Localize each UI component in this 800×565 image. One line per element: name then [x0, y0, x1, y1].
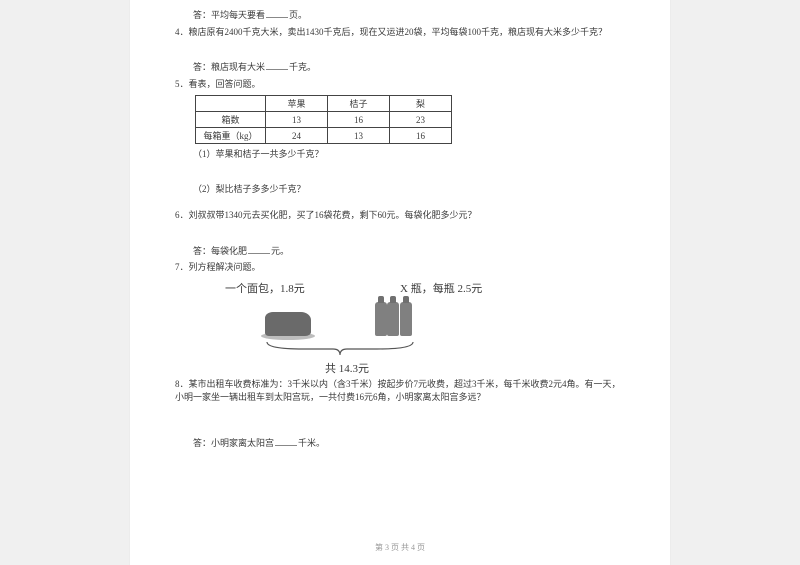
brace-icon: [265, 340, 415, 358]
q7-num: 7．: [175, 262, 189, 272]
q7-diagram: 一个面包，1.8元 X 瓶，每瓶 2.5元 共 14.3元: [195, 278, 545, 378]
total-label: 共 14.3元: [325, 360, 369, 376]
q4-answer-prefix: 答：粮店现有大米: [193, 62, 265, 72]
q3-unit: 页。: [289, 10, 307, 20]
q7-text: 列方程解决问题。: [189, 262, 261, 272]
q3-answer-line: 答：平均每天要看 页。: [175, 8, 625, 23]
bread-label: 一个面包，1.8元: [225, 280, 305, 296]
q6-num: 6．: [175, 210, 189, 220]
q6-answer-line: 答：每袋化肥 元。: [175, 244, 625, 259]
table-row: 每箱重（kg） 24 13 16: [196, 128, 452, 144]
q8-answer-prefix: 答：小明家离太阳宫: [193, 438, 274, 448]
table-row: 箱数 13 16 23: [196, 112, 452, 128]
table-cell: 23: [390, 112, 452, 128]
q8-unit: 千米。: [298, 438, 325, 448]
table-header: 梨: [390, 96, 452, 112]
fruit-table: 苹果 桔子 梨 箱数 13 16 23 每箱重（kg） 24 13 16: [195, 95, 452, 144]
q4-unit: 千克。: [289, 62, 316, 72]
table-header: [196, 96, 266, 112]
table-cell: 16: [328, 112, 390, 128]
table-cell: 24: [266, 128, 328, 144]
q5-sub2: （2）梨比桔子多多少千克？: [175, 183, 625, 197]
q4-text: 粮店原有2400千克大米，卖出1430千克后，现在又运进20袋，平均每袋100千…: [189, 27, 608, 37]
q3-answer-prefix: 答：平均每天要看: [193, 10, 265, 20]
q8-text: 某市出租车收费标准为：3千米以内（含3千米）按起步价7元收费，超过3千米，每千米…: [175, 379, 621, 403]
page-footer: 第 3 页 共 4 页: [130, 542, 670, 553]
q6-unit: 元。: [271, 246, 289, 256]
q4-answer-line: 答：粮店现有大米 千克。: [175, 60, 625, 75]
q7: 7．列方程解决问题。: [175, 261, 625, 275]
table-row: 苹果 桔子 梨: [196, 96, 452, 112]
q5-text: 看表，回答问题。: [189, 79, 261, 89]
q8-answer-line: 答：小明家离太阳宫 千米。: [175, 436, 625, 451]
blank: [266, 60, 288, 70]
table-cell: 箱数: [196, 112, 266, 128]
table-cell: 每箱重（kg）: [196, 128, 266, 144]
bread-icon: [265, 312, 311, 336]
bottles-icon: [375, 302, 410, 338]
blank: [248, 244, 270, 254]
table-cell: 13: [328, 128, 390, 144]
q6-text: 刘叔叔带1340元去买化肥，买了16袋花费，剩下60元。每袋化肥多少元？: [189, 210, 477, 220]
table-header: 苹果: [266, 96, 328, 112]
blank: [275, 436, 297, 446]
bottle-icon: [375, 302, 387, 336]
q5-num: 5．: [175, 79, 189, 89]
q5: 5．看表，回答问题。: [175, 78, 625, 92]
bottle-label: X 瓶，每瓶 2.5元: [400, 280, 482, 296]
table-header: 桔子: [328, 96, 390, 112]
table-cell: 16: [390, 128, 452, 144]
bottle-icon: [400, 302, 412, 336]
q6: 6．刘叔叔带1340元去买化肥，买了16袋花费，剩下60元。每袋化肥多少元？: [175, 209, 625, 223]
bottle-icon: [387, 302, 399, 336]
q8-num: 8．: [175, 379, 189, 389]
table-cell: 13: [266, 112, 328, 128]
q8: 8．某市出租车收费标准为：3千米以内（含3千米）按起步价7元收费，超过3千米，每…: [175, 378, 625, 405]
document-page: 答：平均每天要看 页。 4．粮店原有2400千克大米，卖出1430千克后，现在又运…: [130, 0, 670, 565]
q5-sub1: （1）苹果和桔子一共多少千克？: [175, 148, 625, 162]
blank: [266, 8, 288, 18]
q4: 4．粮店原有2400千克大米，卖出1430千克后，现在又运进20袋，平均每袋10…: [175, 26, 625, 40]
q4-num: 4．: [175, 27, 189, 37]
q6-answer-prefix: 答：每袋化肥: [193, 246, 247, 256]
